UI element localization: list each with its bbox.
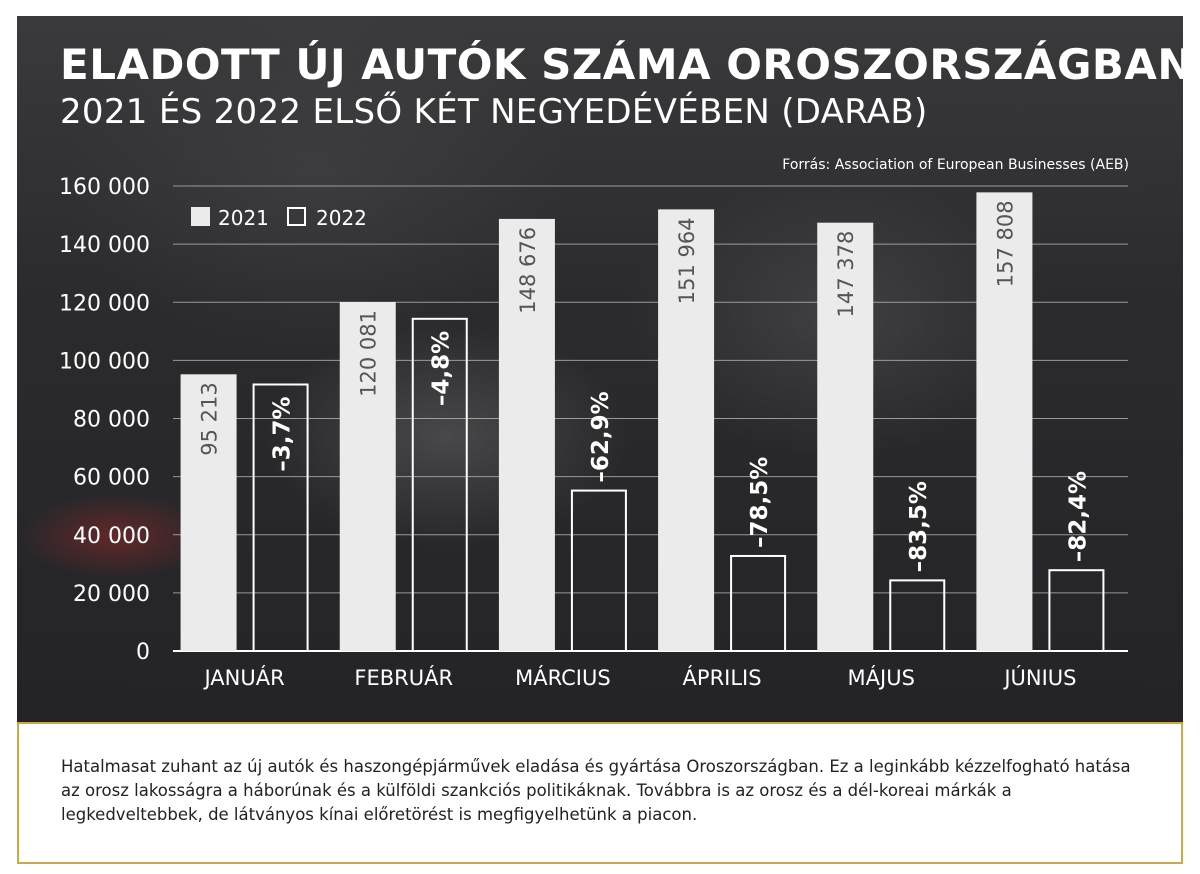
bar-2022 [1048,569,1105,652]
bar-2021 [658,209,715,652]
y-tick-label: 20 000 [73,582,150,607]
bar-2021 [976,192,1033,652]
y-tick-label: 80 000 [73,408,150,433]
bar-2021 [498,218,555,651]
x-tick-label: ÁPRILIS [683,665,762,690]
bar-label-2022: –62,9% [588,391,614,482]
x-tick-label: JÚNIUS [1002,665,1076,690]
y-tick-label: 160 000 [59,175,150,200]
bar-label-2021: 151 964 [675,217,699,304]
y-tick-label: 60 000 [73,466,150,491]
bar-2022 [252,383,309,652]
bar-label-2022: –82,4% [1065,471,1091,562]
bar-2022 [889,579,946,652]
x-tick-label: JANUÁR [202,665,284,690]
bar-2022 [570,489,627,653]
bar-2021 [817,222,874,652]
bar-label-2021: 157 808 [993,200,1017,287]
legend-swatch-2021 [191,207,210,226]
caption-text: Hatalmasat zuhant az új autók és haszong… [61,757,1131,824]
y-tick-label: 40 000 [73,524,150,549]
legend-swatch-2022 [287,207,306,226]
bar-chart: 0 20 000 40 000 60 000 80 000 100 000 120 000 1… [59,175,1128,690]
bar-2021 [180,374,237,651]
caption-box: Hatalmasat zuhant az új autók és haszong… [17,722,1183,864]
legend-label-2022: 2022 [316,206,367,230]
x-tick-label: MÁJUS [848,665,915,690]
bar-label-2022: –78,5% [747,457,773,548]
bar-2021 [339,302,396,651]
legend-label-2021: 2021 [218,206,269,230]
bar-label-2021: 148 676 [516,227,540,314]
bar-label-2021: 95 213 [198,382,222,455]
y-tick-label: 120 000 [59,291,150,316]
y-tick-label: 0 [136,640,150,665]
bar-label-2021: 147 378 [834,231,858,318]
source-note: Forrás: Association of European Business… [782,157,1129,173]
bar-label-2021: 120 081 [357,310,381,397]
bar-label-2022: –4,8% [429,331,455,406]
x-tick-label: MÁRCIUS [515,665,611,690]
bar-label-2022: –83,5% [906,481,932,572]
bar-2022 [411,317,468,652]
bar-2022 [730,554,787,653]
y-tick-label: 100 000 [59,349,150,374]
y-tick-label: 140 000 [59,233,150,258]
chart-title: ELADOTT ÚJ AUTÓK SZÁMA OROSZORSZÁGBAN [60,40,1194,89]
x-tick-label: FEBRUÁR [354,665,453,690]
bar-label-2022: –3,7% [270,396,296,471]
chart-subtitle: 2021 ÉS 2022 ELSŐ KÉT NEGYEDÉVÉBEN (DARA… [60,92,928,132]
